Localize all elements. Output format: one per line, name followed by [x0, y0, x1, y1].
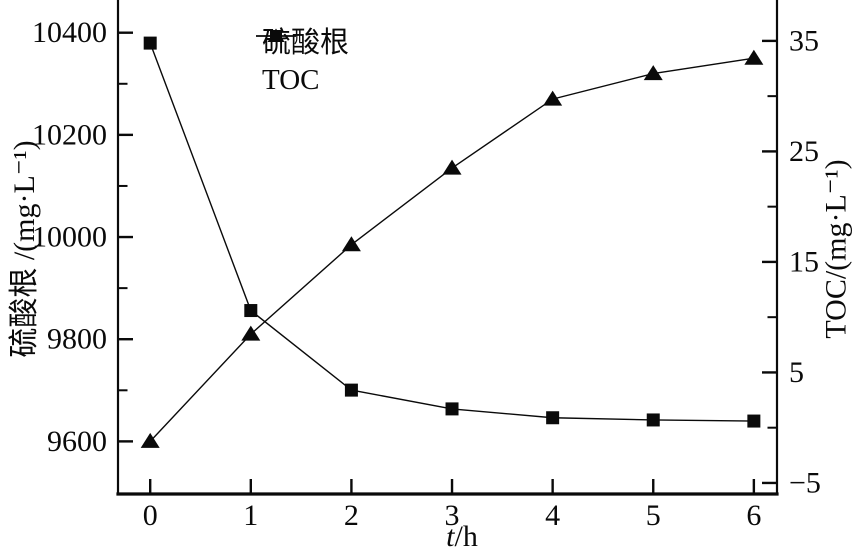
left-axis-title: 硫酸根 /(mg·L⁻¹)	[8, 140, 41, 358]
sulfate-point-marker	[643, 65, 663, 81]
sulfate-point-marker	[140, 432, 160, 448]
right-axis-tick-label: −5	[789, 466, 821, 499]
legend-item-label: TOC	[262, 64, 320, 96]
toc-point-marker	[143, 36, 157, 50]
right-axis-title: TOC/(mg·L⁻¹)	[819, 159, 853, 339]
toc-series-line	[149, 42, 754, 422]
left-axis-tick-label: 10200	[32, 118, 107, 151]
left-axis-tick-label: 10400	[32, 16, 107, 49]
right-axis-tick-label: 15	[789, 245, 819, 278]
x-axis-title: t/h	[446, 520, 478, 554]
x-axis-title-variable: t	[446, 520, 455, 553]
toc-point-marker	[344, 383, 358, 397]
sulfate-point-marker	[543, 90, 563, 106]
left-axis-tick-label: 9600	[47, 425, 107, 458]
x-tick-label: 3	[445, 499, 460, 532]
toc-point-marker	[546, 411, 560, 425]
left-axis-tick-label: 10000	[32, 221, 107, 254]
sulfate-point-marker	[744, 49, 764, 65]
toc-point-marker	[747, 414, 761, 428]
right-axis-tick-label: 5	[789, 356, 804, 389]
toc-point-marker	[646, 413, 660, 427]
sulfate-point-marker	[341, 236, 361, 252]
legend-item-toc: TOC	[256, 30, 349, 97]
right-axis-tick-label: 35	[789, 24, 819, 57]
sulfate-point-marker	[241, 325, 261, 341]
x-tick-label: 5	[646, 499, 661, 532]
left-axis-tick-label: 9800	[47, 323, 107, 356]
square-marker-icon	[256, 30, 296, 42]
x-tick-label: 0	[143, 499, 158, 532]
x-axis-title-unit: /h	[454, 520, 478, 553]
right-axis-tick-label: 25	[789, 135, 819, 168]
sulfate-series-line	[149, 57, 754, 442]
x-tick-label: 4	[545, 499, 560, 532]
toc-point-marker	[244, 304, 258, 318]
sulfate-point-marker	[442, 159, 462, 175]
x-tick-label: 1	[243, 499, 258, 532]
toc-point-marker	[445, 402, 459, 416]
legend: 硫酸根 TOC	[256, 26, 349, 97]
x-tick-label: 6	[746, 499, 761, 532]
x-tick-label: 2	[344, 499, 359, 532]
